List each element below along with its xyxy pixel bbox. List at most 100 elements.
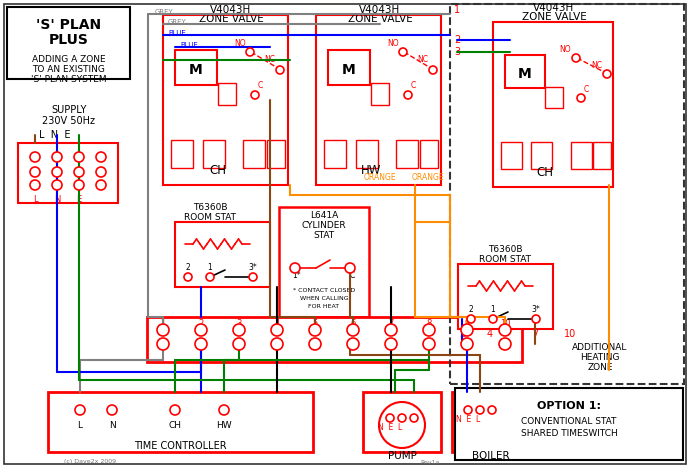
Text: ADDING A ZONE: ADDING A ZONE <box>32 56 106 65</box>
Bar <box>501 142 522 169</box>
Bar <box>450 4 684 384</box>
Text: 4: 4 <box>487 329 493 339</box>
Text: SHARED TIMESWITCH: SHARED TIMESWITCH <box>521 430 618 439</box>
Bar <box>203 140 225 168</box>
Text: 'S' PLAN SYSTEM: 'S' PLAN SYSTEM <box>31 75 107 85</box>
Circle shape <box>399 48 407 56</box>
Circle shape <box>74 152 84 162</box>
Text: TO AN EXISTING: TO AN EXISTING <box>32 66 106 74</box>
Text: T6360B: T6360B <box>488 246 522 255</box>
Text: 6: 6 <box>351 319 355 328</box>
Text: 3*: 3* <box>531 305 540 314</box>
Text: 2: 2 <box>469 305 473 314</box>
Bar <box>48 392 313 452</box>
Text: M: M <box>518 67 532 81</box>
Text: HEATING: HEATING <box>580 353 620 363</box>
Circle shape <box>184 273 192 281</box>
Bar <box>171 140 193 168</box>
Text: NO: NO <box>387 38 399 47</box>
Circle shape <box>290 263 300 273</box>
Bar <box>328 50 370 85</box>
Bar <box>163 15 288 185</box>
Bar <box>493 22 613 187</box>
Circle shape <box>603 70 611 78</box>
Text: BLUE: BLUE <box>180 42 198 48</box>
Text: GREY: GREY <box>168 19 187 25</box>
Circle shape <box>157 324 169 336</box>
Circle shape <box>107 405 117 415</box>
Text: L: L <box>32 196 37 205</box>
Circle shape <box>489 315 497 323</box>
Circle shape <box>476 406 484 414</box>
Bar <box>175 222 270 287</box>
Bar <box>571 142 592 169</box>
Text: HW: HW <box>361 163 381 176</box>
Text: NO: NO <box>559 44 571 53</box>
Text: ZONE VALVE: ZONE VALVE <box>348 14 413 24</box>
Text: 2: 2 <box>199 319 204 328</box>
Text: ROOM STAT: ROOM STAT <box>479 256 531 264</box>
Text: ROOM STAT: ROOM STAT <box>184 213 236 222</box>
Text: 1: 1 <box>491 305 495 314</box>
Text: ZONE VALVE: ZONE VALVE <box>199 14 264 24</box>
Circle shape <box>347 338 359 350</box>
Text: FOR HEAT: FOR HEAT <box>308 305 339 309</box>
Text: N: N <box>54 196 60 205</box>
Text: L: L <box>77 421 83 430</box>
Circle shape <box>30 152 40 162</box>
Circle shape <box>251 91 259 99</box>
Text: N  E  L: N E L <box>456 416 480 424</box>
Circle shape <box>276 66 284 74</box>
Circle shape <box>309 324 321 336</box>
Text: 7: 7 <box>532 329 538 339</box>
Circle shape <box>423 338 435 350</box>
Text: 10: 10 <box>564 329 576 339</box>
Text: 1*: 1* <box>293 271 302 280</box>
Circle shape <box>467 315 475 323</box>
Bar <box>175 50 217 85</box>
Text: NC: NC <box>591 60 602 70</box>
Circle shape <box>386 414 394 422</box>
Bar <box>420 140 438 168</box>
Text: 4: 4 <box>275 319 279 328</box>
Text: SUPPLY: SUPPLY <box>51 105 87 115</box>
Text: CYLINDER: CYLINDER <box>302 220 346 229</box>
Text: E: E <box>77 196 81 205</box>
Bar <box>452 392 530 452</box>
Bar <box>458 264 553 329</box>
Bar <box>279 207 369 317</box>
Bar <box>593 142 611 169</box>
Text: V4043H: V4043H <box>210 5 252 15</box>
Circle shape <box>488 406 496 414</box>
Text: N  E  L: N E L <box>378 424 402 432</box>
Bar <box>396 140 418 168</box>
Circle shape <box>74 167 84 177</box>
Circle shape <box>499 338 511 350</box>
Text: ZONE: ZONE <box>587 364 613 373</box>
Circle shape <box>30 167 40 177</box>
Bar <box>147 317 522 362</box>
Circle shape <box>96 152 106 162</box>
Text: V4043H: V4043H <box>533 3 575 13</box>
Bar <box>545 87 563 108</box>
Text: 'S' PLAN: 'S' PLAN <box>37 18 101 32</box>
Circle shape <box>170 405 180 415</box>
Text: 1: 1 <box>454 5 460 15</box>
Text: NC: NC <box>264 56 275 65</box>
Text: 3*: 3* <box>248 263 257 271</box>
Bar <box>363 392 441 452</box>
Circle shape <box>96 180 106 190</box>
Circle shape <box>423 324 435 336</box>
Text: ORANGE: ORANGE <box>364 174 396 183</box>
Text: 3: 3 <box>236 319 241 328</box>
Bar <box>371 83 389 105</box>
Circle shape <box>345 263 355 273</box>
Circle shape <box>398 414 406 422</box>
Text: CONVENTIONAL STAT: CONVENTIONAL STAT <box>522 417 617 426</box>
Bar <box>531 142 552 169</box>
Text: V4043H: V4043H <box>359 5 401 15</box>
Text: M: M <box>189 63 203 77</box>
Text: 1: 1 <box>208 263 213 271</box>
Text: N: N <box>108 421 115 430</box>
Circle shape <box>385 324 397 336</box>
